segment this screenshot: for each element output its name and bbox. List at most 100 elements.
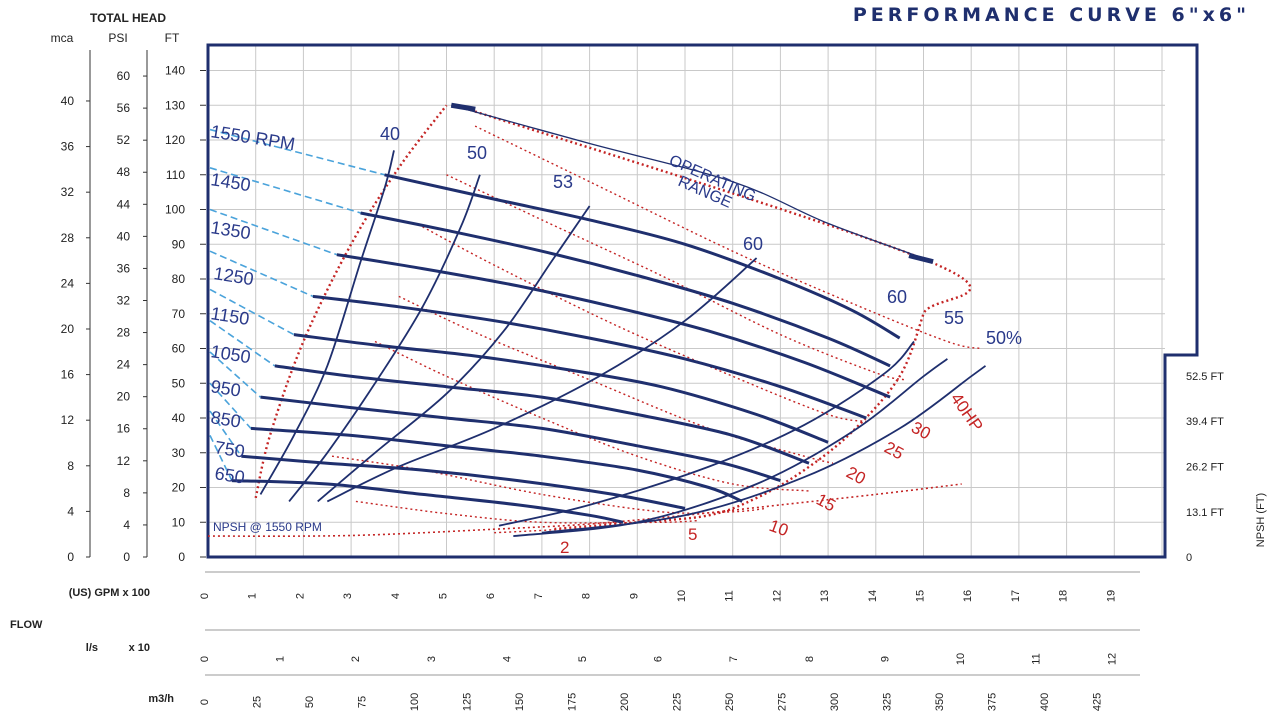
m3h-tick-label: 400	[1039, 693, 1051, 711]
chart-title: PERFORMANCE CURVE 6"x6"	[852, 4, 1250, 26]
mca-axis-label: mca	[51, 31, 74, 45]
efficiency-curve-60	[326, 257, 758, 503]
gpm-tick-label: 11	[724, 590, 736, 601]
power-curve-20	[398, 295, 834, 464]
ls-tick-label: 8	[804, 656, 816, 662]
power-label: 40HP	[947, 389, 987, 435]
gpm-tick-label: 7	[533, 593, 545, 599]
psi-tick-label: 8	[123, 486, 130, 500]
gpm-tick-label: 18	[1058, 590, 1070, 602]
psi-tick-label: 52	[117, 133, 131, 147]
npsh-tick-label: 13.1 FT	[1186, 507, 1224, 519]
power-label: 5	[688, 525, 697, 544]
ls-tick-label: 5	[577, 656, 589, 662]
ls-axis-label: l/s	[86, 642, 98, 654]
ls-tick-label: 2	[350, 656, 362, 662]
gpm-tick-label: 10	[676, 590, 688, 602]
npsh-tick-label: 0	[1186, 552, 1192, 564]
power-curve-25	[422, 226, 867, 423]
rpm-leader-line	[209, 167, 361, 214]
ls-tick-label: 1	[275, 656, 287, 662]
m3h-tick-label: 375	[987, 693, 999, 711]
psi-tick-label: 20	[117, 390, 131, 404]
ls-tick-label: 4	[501, 656, 513, 662]
m3h-tick-label: 150	[514, 693, 526, 711]
power-label: 2	[560, 538, 569, 557]
psi-tick-label: 40	[117, 229, 131, 243]
rpm-leader-line	[209, 382, 252, 429]
rpm-label: 1450	[209, 169, 252, 195]
rpm-label: 1550 RPM	[209, 121, 296, 154]
speed-curve	[312, 294, 867, 420]
speed-curve	[360, 211, 891, 368]
ft-tick-label: 140	[165, 64, 185, 78]
m3h-tick-label: 125	[462, 693, 474, 711]
m3h-tick-label: 200	[619, 693, 631, 711]
rpm-leader-line	[209, 410, 243, 457]
ft-tick-label: 120	[165, 133, 185, 147]
mca-tick-label: 12	[61, 413, 75, 427]
rpm-leader-line	[209, 435, 233, 481]
speed-curve	[274, 364, 810, 465]
ft-tick-label: 80	[172, 272, 186, 286]
rpm-label: 850	[209, 407, 242, 431]
gpm-tick-label: 17	[1010, 590, 1022, 602]
power-curve-30	[446, 174, 905, 381]
gpm-axis-label: (US) GPM x 100	[69, 587, 150, 599]
power-curve-40HP	[474, 125, 981, 350]
rpm-label: 1350	[209, 217, 252, 243]
ft-tick-label: 40	[172, 411, 186, 425]
efficiency-label: 53	[553, 172, 573, 192]
gpm-tick-label: 3	[342, 593, 354, 599]
mca-tick-label: 0	[67, 550, 74, 564]
speed-curve	[241, 454, 686, 510]
gpm-tick-label: 13	[819, 590, 831, 602]
gpm-tick-label: 2	[294, 593, 306, 599]
gpm-tick-label: 6	[485, 593, 497, 599]
npsh-tick-label: 26.2 FT	[1186, 462, 1224, 474]
m3h-tick-label: 100	[409, 693, 421, 711]
rpm-label: 650	[213, 463, 246, 487]
m3h-tick-label: 325	[882, 693, 894, 711]
head-axis-title: TOTAL HEAD	[90, 11, 166, 25]
ft-tick-label: 20	[172, 481, 186, 495]
efficiency-label: 60	[743, 234, 763, 254]
m3h-tick-label: 250	[724, 693, 736, 711]
efficiency-label: 50%	[986, 328, 1022, 348]
m3h-tick-label: 175	[567, 693, 579, 711]
psi-tick-label: 0	[123, 550, 130, 564]
mca-tick-label: 36	[61, 140, 75, 154]
rpm-label: 1050	[209, 341, 252, 367]
psi-tick-label: 12	[117, 454, 131, 468]
rpm-leader-line	[209, 250, 314, 298]
ft-tick-label: 100	[165, 203, 185, 217]
ft-tick-label: 60	[172, 342, 186, 356]
gpm-tick-label: 0	[199, 593, 211, 599]
mca-tick-label: 20	[61, 322, 75, 336]
m3h-tick-label: 75	[357, 696, 369, 708]
gpm-tick-label: 16	[962, 590, 974, 602]
npsh-tick-label: 39.4 FT	[1186, 416, 1224, 428]
psi-tick-label: 24	[117, 358, 131, 372]
m3h-tick-label: 225	[672, 693, 684, 711]
ft-axis-label: FT	[165, 31, 180, 45]
ft-tick-label: 70	[172, 307, 186, 321]
efficiency-curve-40	[259, 150, 395, 495]
speed-curve	[293, 333, 829, 444]
m3h-tick-label: 0	[199, 699, 211, 705]
npsh-tick-label: 52.5 FT	[1186, 371, 1224, 383]
m3h-axis-label: m3/h	[148, 693, 174, 705]
psi-tick-label: 28	[117, 326, 131, 340]
operating-range-marker	[450, 102, 476, 112]
speed-curve	[250, 426, 743, 503]
ft-tick-label: 50	[172, 376, 186, 390]
power-curve-5	[355, 500, 700, 524]
speed-curve	[260, 395, 781, 483]
gpm-tick-label: 1	[247, 593, 259, 599]
rpm-leader-line	[209, 288, 295, 336]
rpm-leader-line	[209, 128, 385, 176]
psi-tick-label: 56	[117, 101, 131, 115]
psi-tick-label: 36	[117, 261, 131, 275]
power-label: 30	[908, 418, 934, 444]
